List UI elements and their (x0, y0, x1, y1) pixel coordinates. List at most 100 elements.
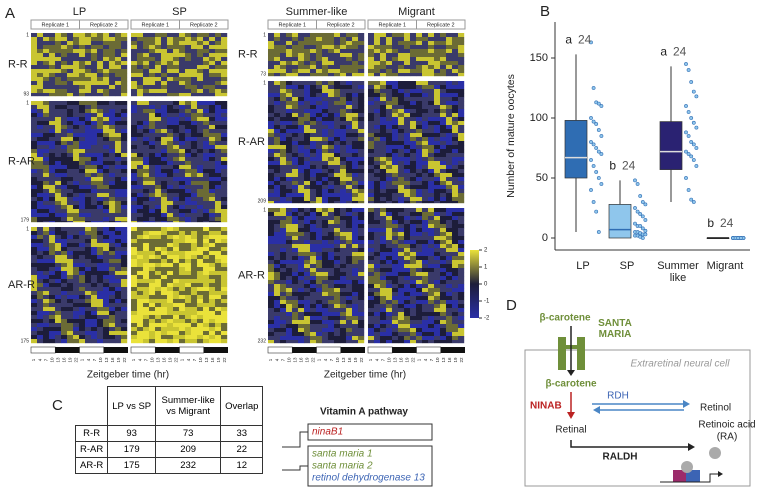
heatmap-cell (268, 153, 275, 158)
heatmap-cell (274, 101, 281, 106)
heatmap-cell (358, 312, 365, 317)
heatmap-cell (73, 33, 80, 38)
heatmap-cell (368, 109, 375, 114)
heatmap-cell (280, 256, 287, 261)
heatmap-cell (352, 105, 359, 110)
heatmap-cell (298, 117, 305, 122)
replicate-label: Replicate 2 (90, 22, 118, 28)
heatmap-cell (368, 73, 375, 77)
heatmap-cell (428, 256, 435, 261)
heatmap-cell (49, 323, 56, 328)
heatmap-cell (173, 85, 180, 90)
heatmap-cell (310, 216, 317, 221)
heatmap-cell (203, 33, 210, 38)
heatmap-cell (55, 251, 62, 256)
heatmap-cell (215, 339, 222, 344)
heatmap-cell (185, 307, 192, 312)
heatmap-cell (268, 65, 275, 70)
heatmap-cell (380, 240, 387, 245)
heatmap-cell (37, 221, 44, 223)
heatmap-cell (352, 97, 359, 102)
heatmap-cell (203, 267, 210, 272)
heatmap-cell (434, 276, 441, 281)
heatmap-cell (310, 308, 317, 313)
heatmap-cell (61, 41, 68, 46)
heatmap-cell (79, 145, 86, 150)
heatmap-cell (131, 307, 138, 312)
heatmap-cell (368, 220, 375, 225)
heatmap-cell (203, 275, 210, 280)
heatmap-cell (374, 93, 381, 98)
heatmap-cell (173, 287, 180, 292)
heatmap-cell (215, 205, 222, 210)
heatmap-cell (67, 125, 74, 130)
heatmap-cell (161, 93, 168, 97)
heatmap-cell (280, 137, 287, 142)
heatmap-cell (334, 37, 341, 42)
heatmap-cell (185, 319, 192, 324)
heatmap-cell (61, 73, 68, 78)
heatmap-cell (280, 300, 287, 305)
heatmap-cell (416, 268, 423, 273)
heatmap-cell (428, 232, 435, 237)
heatmap-cell (340, 129, 347, 134)
heatmap-cell (79, 69, 86, 74)
heatmap-cell (298, 220, 305, 225)
heatmap-cell (346, 161, 353, 166)
heatmap-cell (428, 336, 435, 341)
heatmap-cell (185, 137, 192, 142)
heatmap-cell (428, 141, 435, 146)
heatmap-cell (434, 173, 441, 178)
heatmap-cell (209, 37, 216, 42)
heatmap-cell (115, 89, 122, 94)
heatmap-cell (203, 295, 210, 300)
heatmap-cell (85, 81, 92, 86)
heatmap-cell (428, 248, 435, 253)
heatmap-cell (298, 97, 305, 102)
heatmap-cell (322, 185, 329, 190)
heatmap-cell (91, 213, 98, 218)
heatmap-cell (149, 275, 156, 280)
heatmap-cell (304, 248, 311, 253)
heatmap-cell (185, 169, 192, 174)
heatmap-cell (410, 252, 417, 257)
heatmap-cell (310, 89, 317, 94)
heatmap-cell (446, 328, 453, 333)
heatmap-cell (209, 251, 216, 256)
heatmap-cell (115, 275, 122, 280)
heatmap-cell (149, 279, 156, 284)
heatmap-cell (458, 228, 465, 233)
heatmap-cell (109, 255, 116, 260)
heatmap-cell (374, 133, 381, 138)
heatmap-cell (398, 328, 405, 333)
heatmap-cell (310, 145, 317, 150)
heatmap-cell (97, 213, 104, 218)
heatmap-cell (31, 57, 38, 62)
heatmap-cell (131, 165, 138, 170)
heatmap-cell (368, 276, 375, 281)
heatmap-cell (286, 340, 293, 344)
heatmap-cell (368, 173, 375, 178)
heatmap-cell (328, 53, 335, 58)
heatmap-cell (304, 173, 311, 178)
heatmap-cell (173, 319, 180, 324)
heatmap-cell (43, 133, 50, 138)
heatmap-cell (179, 231, 186, 236)
heatmap-cell (286, 332, 293, 337)
heatmap-cell (386, 89, 393, 94)
heatmap-cell (298, 185, 305, 190)
heatmap-cell (73, 267, 80, 272)
heatmap-cell (109, 121, 116, 126)
heatmap-cell (398, 69, 405, 74)
heatmap-cell (121, 235, 128, 240)
heatmap-cell (352, 220, 359, 225)
heatmap-cell (173, 37, 180, 42)
heatmap-cell (67, 201, 74, 206)
heatmap-cell (109, 141, 116, 146)
heatmap-cell (328, 81, 335, 86)
heatmap-cell (43, 201, 50, 206)
replicate-label: Replicate 2 (327, 22, 355, 28)
time-tick-label: 4 (86, 358, 91, 361)
heatmap-cell (374, 181, 381, 186)
heatmap-cell (292, 153, 299, 158)
